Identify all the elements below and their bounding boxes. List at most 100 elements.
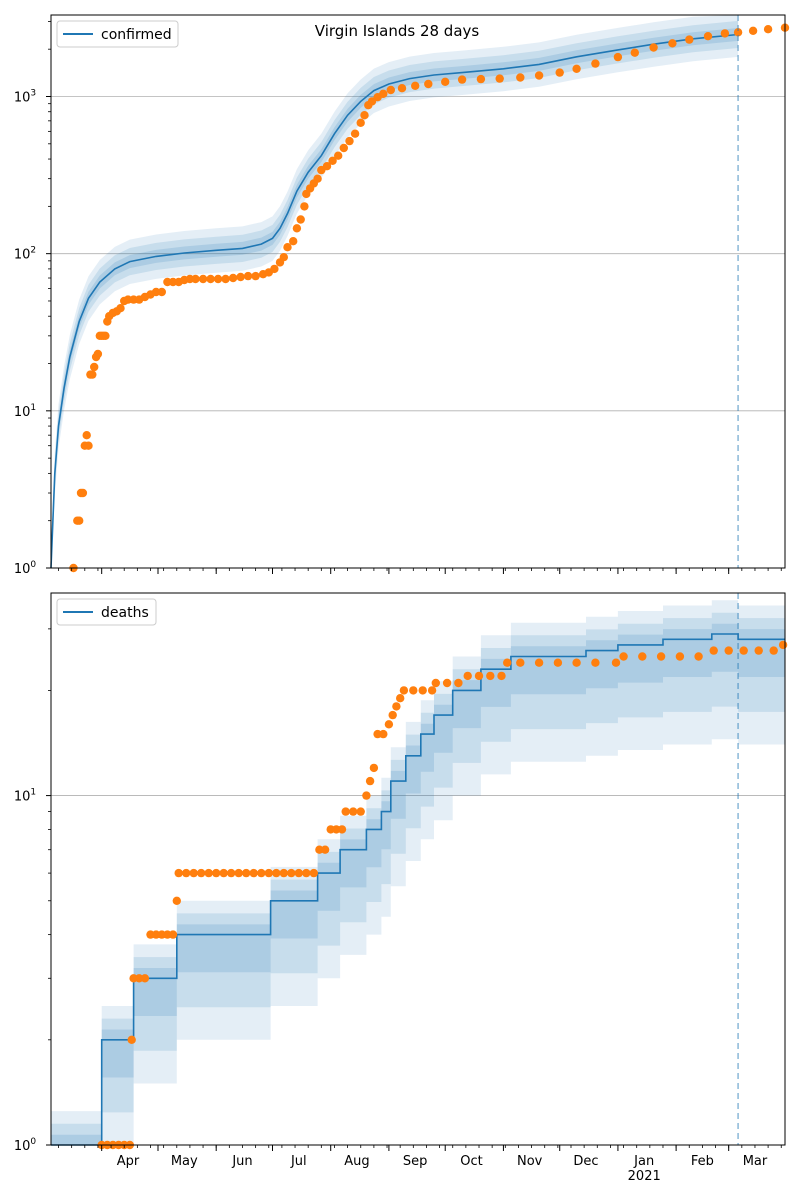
deaths-observed-point [362,791,371,800]
deaths-observed-point [431,678,440,688]
confirmed-observed-point [748,26,758,35]
confirmed-observed-point [228,273,238,283]
confirmed-observed-point [292,224,302,233]
confirmed-observed-point [296,215,305,224]
confirmed-observed-point [84,441,93,450]
confirmed-axes-frame [50,14,786,569]
deaths-x-tick-label: Mar [743,1154,768,1169]
deaths-observed-point [249,868,258,878]
confirmed-observed-point [424,79,433,89]
confirmed-observed-point [350,129,360,138]
deaths-observed-point [272,868,281,878]
confirmed-observed-point [116,304,125,313]
deaths-x-tick-label: Sep [403,1154,428,1169]
deaths-observed-point [486,671,495,681]
confirmed-observed-point [270,264,279,274]
deaths-x-tick-label: Jul [290,1154,307,1169]
confirmed-observed-point [591,59,600,68]
deaths-observed-point [294,868,303,878]
deaths-observed-point [739,646,748,655]
confirmed-observed-point [334,151,343,160]
deaths-observed-point [388,710,397,720]
deaths-observed-point [724,646,733,655]
confirmed-observed-point [668,39,677,48]
deaths-observed-point [656,652,666,661]
confirmed-observed-point [289,237,298,246]
confirmed-legend: confirmed [56,20,179,48]
confirmed-observed-point [221,274,230,284]
deaths-x-tick-label: Aug [344,1154,369,1169]
deaths-observed-point [204,868,213,878]
deaths-observed-point [619,652,628,661]
confirmed-observed-point [243,271,253,281]
deaths-observed-point [399,686,409,695]
confirmed-legend-label: confirmed [101,27,172,43]
deaths-observed-point [212,868,221,878]
deaths-x-tick-label: Nov [517,1154,543,1169]
deaths-observed-point [516,658,525,667]
confirmed-observed-point [339,143,348,153]
confirmed-observed-points [69,23,790,573]
deaths-observed-point [611,658,621,667]
deaths-observed-point [279,868,288,878]
confirmed-observed-point [328,156,337,165]
confirmed-observed-point [457,75,467,84]
deaths-legend-label: deaths [101,605,149,621]
confirmed-observed-point [630,48,639,57]
confirmed-observed-point [206,274,215,284]
deaths-observed-point [309,868,318,878]
confirmed-observed-point [279,253,288,262]
confirmed-observed-point [386,85,395,95]
confirmed-observed-point [555,68,564,77]
deaths-observed-point [675,652,685,661]
deaths-observed-point [379,729,388,739]
deaths-observed-point [694,652,703,661]
confirmed-model-path [50,33,739,569]
deaths-observed-point [227,868,236,878]
deaths-observed-point [463,671,472,681]
confirmed-observed-point [703,32,713,41]
deaths-model-line [51,633,785,1146]
deaths-uncertainty-bands [51,600,785,1145]
confirmed-observed-point [75,516,84,525]
deaths-observed-point [778,640,788,650]
confirmed-observed-point [379,89,388,99]
deaths-observed-point [503,658,512,667]
deaths-observed-points [97,640,788,1150]
confirmed-observed-point [613,52,623,62]
confirmed-observed-point [397,84,407,93]
deaths-model-path [51,633,785,1146]
deaths-observed-point [172,896,181,905]
confirmed-observed-point [534,71,544,80]
confirmed-observed-point [198,274,208,284]
deaths-legend: deaths [56,598,157,626]
confirmed-observed-point [649,43,658,52]
confirmed-observed-point [88,370,97,379]
deaths-x-year-label: 2021 [628,1169,661,1184]
deaths-observed-point [396,694,405,703]
deaths-legend-box [56,598,157,626]
deaths-observed-point [392,702,401,711]
deaths-x-axis: Apr May Jun Jul Aug Sep Oct Nov Dec Jan Feb Mar 2021 [58,1145,782,1184]
deaths-observed-point [127,1035,136,1045]
confirmed-legend-box [56,20,179,48]
confirmed-observed-point [213,274,223,284]
deaths-observed-point [769,646,778,655]
confirmed-observed-point [476,74,486,84]
confirmed-observed-point [495,74,504,83]
confirmed-observed-point [101,331,110,340]
deaths-observed-point [337,825,347,834]
deaths-observed-point [418,686,427,695]
deaths-observed-point [365,776,375,786]
deaths-observed-point [341,807,350,816]
deaths-band-middle [51,612,785,1145]
deaths-observed-point [427,686,437,695]
deaths-observed-point [534,658,544,667]
deaths-observed-point [287,868,296,878]
confirmed-x-axis [58,568,782,574]
deaths-band-inner [51,623,785,1145]
deaths-observed-point [189,868,198,878]
